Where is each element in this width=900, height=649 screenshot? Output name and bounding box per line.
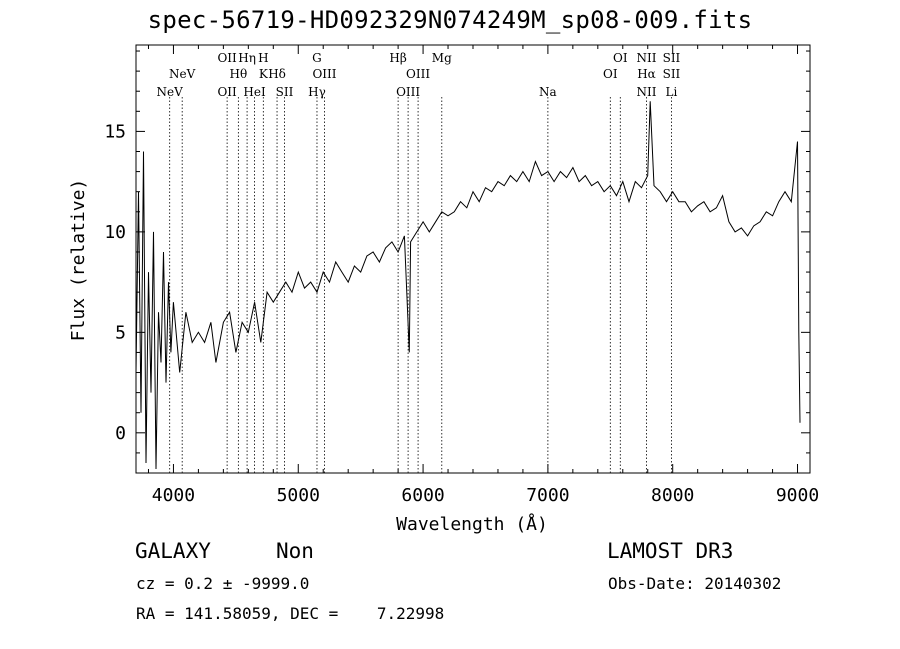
line-marker-label: Hβ <box>389 51 406 65</box>
line-marker-label: NeV <box>157 85 184 99</box>
line-marker-label: OII <box>217 85 237 99</box>
y-tick-label: 10 <box>104 222 126 243</box>
subclass-label: Non <box>276 539 314 563</box>
coordinates-text: RA = 141.58059, DEC = 7.22998 <box>136 604 445 623</box>
line-marker-label: Na <box>539 85 557 99</box>
line-marker-label: OI <box>603 67 618 81</box>
axis-ticks <box>136 45 810 473</box>
line-marker-label: Mg <box>432 51 452 65</box>
line-marker-label: NII <box>637 51 657 65</box>
line-marker-label: K <box>259 67 269 81</box>
line-marker-label: OIII <box>312 67 336 81</box>
x-tick-label: 7000 <box>526 485 569 506</box>
line-marker-label: Hγ <box>308 85 326 99</box>
line-marker-label: SII <box>663 67 681 81</box>
line-marker-label: OII <box>217 51 237 65</box>
x-tick-label: 4000 <box>152 485 195 506</box>
chart-title: spec-56719-HD092329N074249M_sp08-009.fit… <box>147 6 753 34</box>
y-axis-label: Flux (relative) <box>68 179 89 342</box>
line-marker-label: Li <box>666 85 678 99</box>
obs-date: Obs-Date: 20140302 <box>608 574 782 593</box>
line-marker-label: OI <box>613 51 628 65</box>
x-tick-label: 5000 <box>277 485 320 506</box>
emission-line-markers <box>169 97 672 473</box>
y-tick-label: 0 <box>115 423 126 444</box>
classification-label: GALAXY <box>135 539 211 563</box>
survey-label: LAMOST DR3 <box>607 539 734 563</box>
x-tick-label: 8000 <box>651 485 694 506</box>
line-marker-label: Hη <box>238 51 256 65</box>
x-axis-label: Wavelength (Å) <box>396 513 548 535</box>
plot-frame <box>135 44 811 474</box>
line-marker-label: Hθ <box>229 67 247 81</box>
line-marker-label: Hδ <box>268 67 286 81</box>
line-marker-label: NII <box>637 85 657 99</box>
redshift-text: cz = 0.2 ± -9999.0 <box>136 574 310 593</box>
spectrum-line <box>135 101 801 470</box>
axis-tick-labels: 4000 5000 6000 7000 8000 9000 0 5 10 15 <box>104 121 819 506</box>
line-marker-label: NeV <box>169 67 196 81</box>
line-marker-label: G <box>312 51 322 65</box>
line-marker-label: OIII <box>396 85 420 99</box>
line-marker-label: SII <box>276 85 294 99</box>
line-marker-label: H <box>258 51 268 65</box>
line-marker-label: SII <box>663 51 681 65</box>
line-marker-label: HeI <box>243 85 266 99</box>
x-tick-label: 6000 <box>401 485 444 506</box>
line-marker-label: Hα <box>637 67 656 81</box>
y-tick-label: 5 <box>115 322 126 343</box>
y-tick-label: 15 <box>104 121 126 142</box>
x-tick-label: 9000 <box>776 485 819 506</box>
line-marker-label: OIII <box>406 67 430 81</box>
